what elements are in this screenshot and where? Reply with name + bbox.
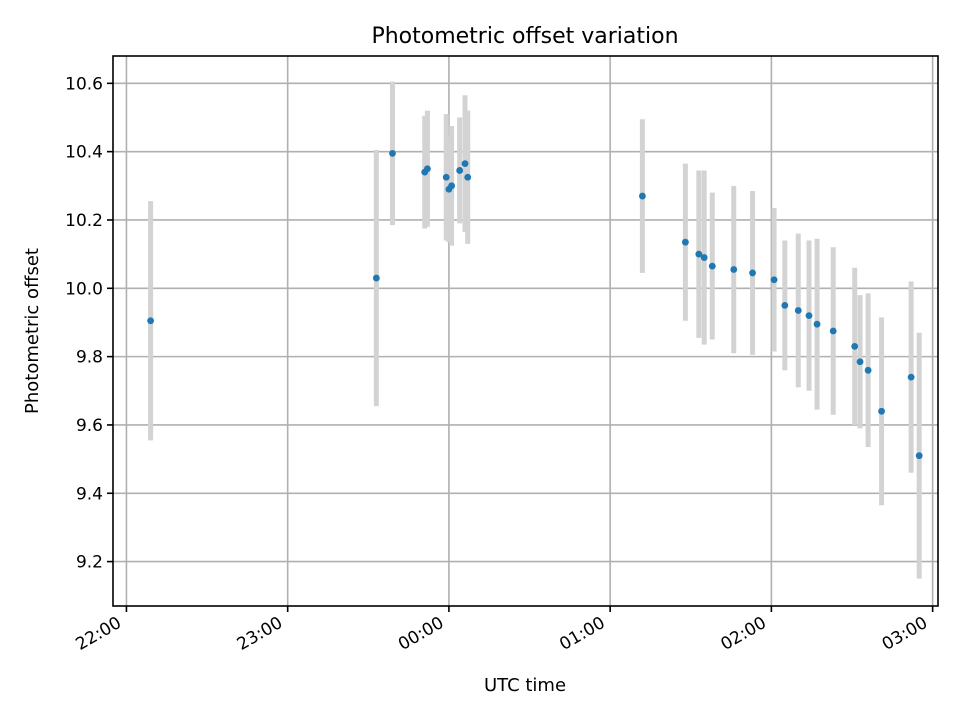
chart-title: Photometric offset variation: [371, 24, 678, 49]
data-point: [464, 173, 472, 181]
x-tick-label: 22:00: [73, 613, 125, 655]
data-point: [708, 262, 716, 270]
y-axis-label: Photometric offset: [22, 248, 43, 414]
data-point: [461, 160, 469, 168]
data-point: [424, 165, 431, 173]
plot-frame: [112, 55, 939, 607]
data-point: [638, 192, 646, 200]
data-point: [448, 182, 455, 190]
data-point: [829, 327, 837, 335]
data-point: [794, 307, 802, 314]
grid-lines: [113, 56, 938, 606]
data-point: [878, 407, 885, 415]
data-point: [442, 173, 450, 181]
x-tick-label: 03:00: [879, 613, 931, 655]
y-tick-label: 10.6: [65, 74, 103, 94]
data-point: [749, 269, 756, 277]
data-point: [864, 366, 872, 374]
data-point: [695, 250, 703, 258]
x-tick-label: 00:00: [395, 613, 447, 655]
data-points: [147, 149, 923, 460]
y-tick-label: 9.8: [76, 348, 103, 368]
data-point: [372, 274, 380, 282]
data-point: [389, 149, 396, 157]
data-point: [805, 312, 813, 320]
data-point: [681, 238, 689, 246]
data-point: [700, 254, 708, 261]
y-tick-label: 10.4: [65, 143, 103, 163]
y-tick-label: 9.6: [76, 416, 103, 436]
error-bars: [148, 81, 922, 579]
data-point: [915, 452, 923, 460]
x-tick-label: 01:00: [556, 613, 608, 655]
data-point: [907, 373, 915, 381]
y-tick-label: 9.2: [76, 553, 103, 573]
x-axis-label: UTC time: [484, 675, 566, 696]
data-point: [781, 301, 789, 309]
y-tick-label: 9.4: [76, 484, 103, 504]
data-point: [147, 317, 155, 325]
x-tick-label: 02:00: [717, 613, 769, 655]
data-point: [851, 342, 859, 350]
data-point: [770, 276, 778, 284]
axis-ticks: 22:00 23:00 00:00 01:00 02:00 03:00 9.2 9.4 9.6 9…: [65, 74, 934, 655]
y-tick-label: 10.0: [65, 279, 103, 299]
data-point: [856, 358, 864, 366]
data-point: [813, 320, 821, 328]
x-tick-label: 23:00: [234, 613, 286, 655]
data-point: [456, 167, 464, 174]
y-tick-label: 10.2: [65, 211, 103, 231]
data-point: [730, 266, 738, 273]
